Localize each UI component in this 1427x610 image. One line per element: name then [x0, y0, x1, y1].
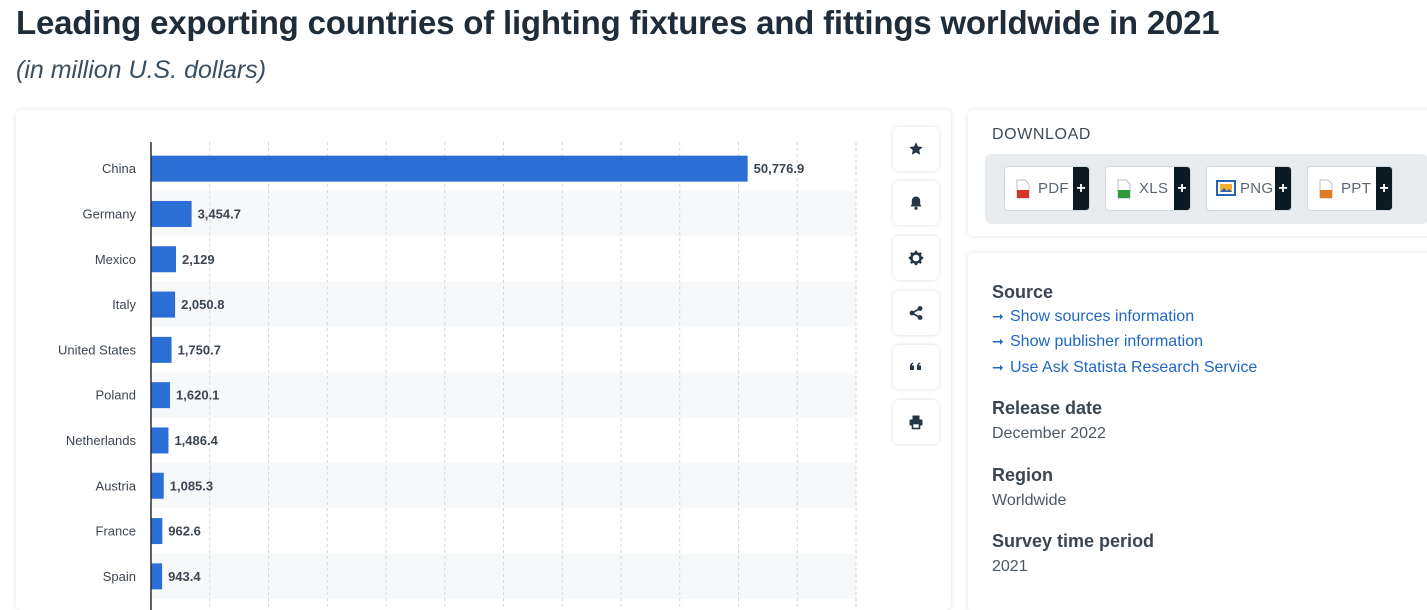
ppt-file-icon: [1319, 179, 1333, 199]
download-png-plus[interactable]: +: [1275, 167, 1291, 210]
category-label: Spain: [103, 569, 136, 584]
download-pdf-label: PDF: [1038, 180, 1069, 197]
cite-button[interactable]: [893, 345, 939, 389]
release-date-value: December 2022: [992, 425, 1106, 442]
source-heading: Source: [992, 282, 1054, 302]
bar-china[interactable]: [151, 155, 748, 182]
bar-chart: China 50,776.9 Germany 3,454.7 Mexico 2,129 It…: [58, 142, 857, 610]
chart-card: China 50,776.9 Germany 3,454.7 Mexico 2,129 It…: [16, 110, 951, 610]
download-png-button[interactable]: PNG +: [1206, 166, 1292, 211]
value-label: 943.4: [168, 569, 201, 584]
gear-icon: [908, 250, 924, 266]
arrow-right-icon: ➞: [992, 359, 1004, 375]
statistic-info-panel: Source ➞ Show sources information ➞ Show p…: [968, 253, 1427, 610]
download-buttons: PDF + XLS + PNG + PPT +: [985, 154, 1427, 224]
download-xls-label: XLS: [1139, 180, 1169, 197]
page-subtitle: (in million U.S. dollars): [16, 56, 267, 84]
star-icon: [909, 142, 923, 155]
category-label: United States: [58, 342, 137, 357]
value-label: 50,776.9: [754, 161, 805, 176]
category-label: Austria: [96, 478, 137, 493]
value-label: 962.6: [168, 524, 201, 539]
value-label: 1,620.1: [176, 388, 219, 403]
download-pdf-button[interactable]: PDF +: [1004, 166, 1090, 211]
bar-germany[interactable]: [151, 200, 192, 227]
share-icon: [909, 306, 923, 320]
region-value: Worldwide: [992, 492, 1067, 509]
value-label: 1,486.4: [174, 433, 218, 448]
category-label: Poland: [96, 388, 136, 403]
download-ppt-label: PPT: [1341, 180, 1372, 197]
download-xls-button[interactable]: XLS +: [1105, 166, 1191, 211]
download-ppt-plus[interactable]: +: [1376, 167, 1392, 210]
value-label: 3,454.7: [198, 206, 241, 221]
settings-button[interactable]: [893, 236, 939, 280]
category-label: China: [102, 161, 137, 176]
release-date-heading: Release date: [992, 398, 1103, 418]
bell-icon: [910, 196, 922, 210]
value-label: 1,750.7: [178, 342, 221, 357]
bar-mexico[interactable]: [151, 246, 177, 273]
show-sources-link[interactable]: ➞ Show sources information: [992, 308, 1195, 325]
notification-button[interactable]: [893, 181, 939, 225]
survey-period-value: 2021: [992, 558, 1028, 575]
value-label: 1,085.3: [170, 478, 213, 493]
download-xls-plus[interactable]: +: [1174, 167, 1190, 210]
favorite-button[interactable]: [893, 127, 939, 171]
print-button[interactable]: [893, 400, 939, 444]
page-title: Leading exporting countries of lighting …: [16, 4, 1220, 41]
download-panel: DOWNLOAD PDF + XLS + PNG + PPT +: [968, 110, 1427, 236]
quote-icon: [910, 362, 921, 370]
show-publisher-link[interactable]: ➞ Show publisher information: [992, 333, 1203, 350]
bar-united-states[interactable]: [151, 336, 172, 363]
bar-spain[interactable]: [151, 563, 163, 590]
printer-icon: [909, 415, 923, 430]
bar-austria[interactable]: [151, 472, 164, 499]
share-button[interactable]: [893, 291, 939, 335]
png-image-icon: [1216, 180, 1236, 196]
xls-file-icon: [1117, 179, 1131, 199]
bar-poland[interactable]: [151, 382, 171, 409]
value-label: 2,050.8: [181, 297, 224, 312]
download-heading: DOWNLOAD: [992, 126, 1092, 143]
pdf-file-icon: [1016, 179, 1030, 199]
value-label: 2,129: [182, 252, 215, 267]
download-png-label: PNG: [1240, 180, 1274, 197]
bar-netherlands[interactable]: [151, 427, 169, 454]
region-heading: Region: [992, 465, 1053, 485]
arrow-right-icon: ➞: [992, 308, 1004, 324]
category-label: Mexico: [95, 252, 136, 267]
category-label: Germany: [83, 206, 137, 221]
category-label: France: [96, 524, 136, 539]
download-ppt-button[interactable]: PPT +: [1307, 166, 1393, 211]
bar-france[interactable]: [151, 518, 163, 545]
arrow-right-icon: ➞: [992, 333, 1004, 349]
ask-statista-link[interactable]: ➞ Use Ask Statista Research Service: [992, 359, 1258, 376]
survey-period-heading: Survey time period: [992, 531, 1155, 551]
bar-italy[interactable]: [151, 291, 176, 318]
category-label: Netherlands: [66, 433, 137, 448]
category-label: Italy: [112, 297, 136, 312]
download-pdf-plus[interactable]: +: [1073, 167, 1089, 210]
